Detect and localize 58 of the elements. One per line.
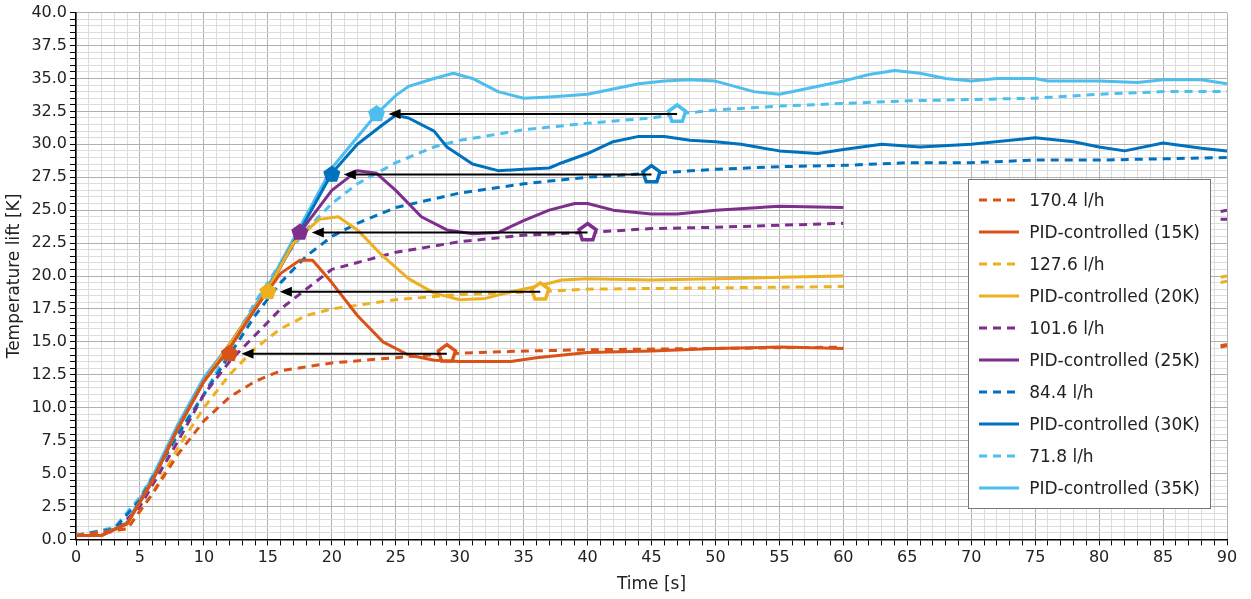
y-tick-label: 5.0	[41, 462, 68, 482]
y-tick-label: 22.5	[31, 232, 68, 252]
x-tick-label: 25	[385, 547, 406, 567]
y-axis-title: Temperature lift [K]	[2, 193, 23, 360]
point	[291, 223, 309, 240]
x-tick-label: 80	[1088, 547, 1110, 567]
y-tick-label: 32.5	[31, 100, 68, 120]
x-tick-label: 35	[513, 547, 534, 567]
x-tick-label: 60	[833, 547, 854, 567]
point	[666, 103, 688, 124]
y-tick-label: 15.0	[31, 331, 68, 351]
y-tick-label: 30.0	[31, 133, 68, 153]
y-tick-label: 40.0	[31, 1, 68, 21]
point	[577, 221, 598, 242]
legend-label: PID-controlled (35K)	[1029, 478, 1200, 499]
point	[436, 342, 458, 363]
legend-label: 71.8 l/h	[1029, 446, 1095, 467]
legend-label: 84.4 l/h	[1029, 382, 1095, 403]
x-axis-title: Time [s]	[615, 573, 687, 594]
y-tick-label: 35.0	[31, 67, 68, 87]
legend-label: PID-controlled (25K)	[1029, 350, 1200, 371]
legend-label: PID-controlled (30K)	[1029, 414, 1200, 435]
x-tick-label: 40	[577, 547, 598, 567]
y-tick-label: 37.5	[31, 34, 68, 54]
legend-label: 101.6 l/h	[1029, 318, 1106, 339]
x-tick-label: 10	[193, 547, 215, 567]
legend-label: PID-controlled (20K)	[1029, 286, 1200, 307]
x-tick-label: 50	[705, 547, 726, 567]
x-tick-label: 55	[769, 547, 790, 567]
legend-label: 127.6 l/h	[1029, 254, 1106, 275]
x-tick-label: 20	[321, 547, 342, 567]
x-tick-label: 70	[961, 547, 982, 567]
x-tick-label: 75	[1024, 547, 1046, 567]
point	[368, 105, 386, 122]
y-tick-label: 10.0	[31, 396, 68, 416]
y-tick-label: 27.5	[31, 166, 68, 186]
point	[641, 163, 662, 184]
y-tick-label: 2.5	[41, 495, 68, 515]
x-tick-label: 65	[897, 547, 918, 567]
y-tick-label: 12.5	[31, 363, 68, 383]
y-tick-label: 17.5	[31, 298, 68, 318]
x-tick-label: 30	[449, 547, 470, 567]
y-tick-label: 25.0	[31, 199, 68, 219]
x-tick-label: 90	[1216, 547, 1238, 567]
y-tick-label: 20.0	[31, 265, 68, 285]
x-tick-label: 45	[641, 547, 662, 567]
x-tick-label: 5	[134, 547, 146, 567]
y-tick-label: 0.0	[41, 528, 68, 548]
point	[259, 282, 277, 300]
x-tick-label: 85	[1152, 547, 1174, 567]
x-tick-label: 0	[70, 547, 82, 567]
x-tick-label: 15	[257, 547, 279, 567]
point	[220, 344, 239, 361]
y-tick-label: 7.5	[41, 429, 68, 449]
legend-label: 170.4 l/h	[1029, 190, 1106, 211]
point	[529, 281, 551, 301]
legend-label: PID-controlled (15K)	[1029, 222, 1200, 243]
point	[323, 165, 341, 182]
